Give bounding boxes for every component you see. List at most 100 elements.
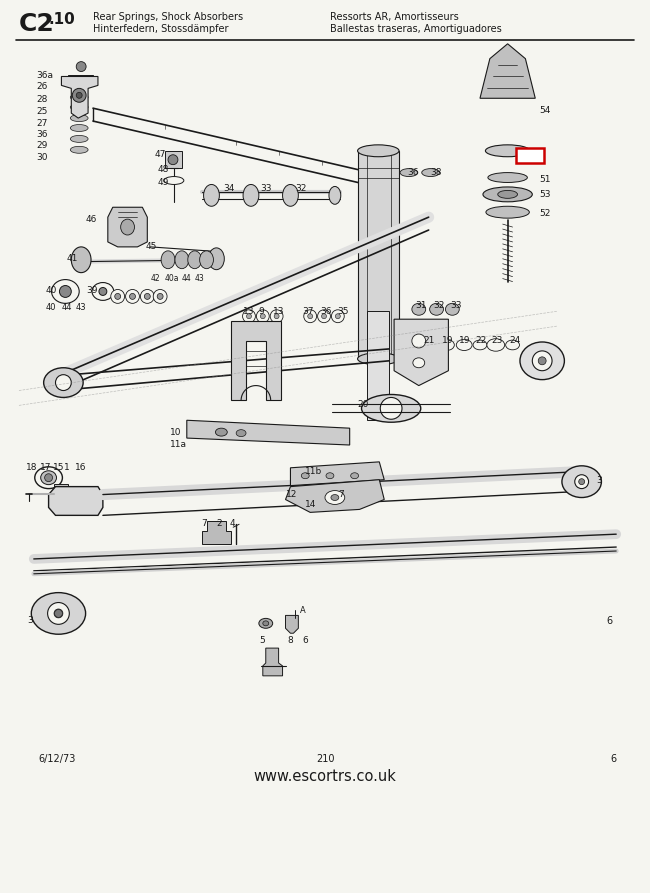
- Polygon shape: [53, 484, 68, 495]
- Ellipse shape: [70, 136, 88, 142]
- Ellipse shape: [326, 472, 334, 479]
- Ellipse shape: [242, 310, 255, 322]
- Ellipse shape: [188, 251, 202, 269]
- Ellipse shape: [51, 280, 79, 304]
- Text: 16: 16: [75, 463, 86, 472]
- Ellipse shape: [256, 310, 269, 322]
- Ellipse shape: [283, 185, 298, 206]
- Text: A: A: [300, 605, 306, 614]
- Text: 6: 6: [606, 616, 612, 626]
- Ellipse shape: [350, 472, 359, 479]
- Polygon shape: [49, 487, 103, 515]
- Polygon shape: [108, 207, 148, 246]
- Ellipse shape: [473, 340, 487, 350]
- Text: 6: 6: [302, 636, 308, 646]
- Text: 15: 15: [53, 463, 64, 472]
- Text: 19: 19: [441, 336, 453, 345]
- Text: 23: 23: [492, 336, 503, 345]
- Text: 6: 6: [610, 754, 616, 764]
- Text: 37: 37: [302, 307, 314, 316]
- Text: 34: 34: [224, 185, 235, 194]
- Ellipse shape: [157, 294, 163, 299]
- Ellipse shape: [70, 104, 88, 111]
- Ellipse shape: [54, 609, 63, 618]
- Text: 11b: 11b: [306, 467, 322, 476]
- Ellipse shape: [115, 294, 121, 299]
- Polygon shape: [263, 648, 283, 676]
- Ellipse shape: [72, 88, 86, 102]
- Text: 36a: 36a: [37, 71, 54, 79]
- Ellipse shape: [439, 339, 454, 351]
- Ellipse shape: [380, 397, 402, 419]
- Ellipse shape: [243, 185, 259, 206]
- Ellipse shape: [422, 169, 439, 177]
- Text: 36: 36: [407, 168, 419, 177]
- Text: 13: 13: [243, 307, 255, 316]
- Ellipse shape: [486, 206, 529, 218]
- Text: 31: 31: [415, 301, 426, 311]
- Text: 47: 47: [154, 150, 166, 159]
- Ellipse shape: [72, 246, 91, 272]
- Polygon shape: [285, 480, 384, 513]
- Text: 38: 38: [431, 168, 442, 177]
- Text: 36: 36: [37, 130, 48, 139]
- Ellipse shape: [532, 351, 552, 371]
- Ellipse shape: [322, 313, 326, 319]
- Ellipse shape: [121, 219, 135, 235]
- Polygon shape: [231, 321, 281, 400]
- Text: 28: 28: [37, 96, 48, 104]
- Ellipse shape: [329, 187, 341, 204]
- Text: 46: 46: [85, 215, 96, 224]
- Text: 26: 26: [37, 82, 48, 91]
- Ellipse shape: [358, 353, 399, 364]
- Bar: [358, 151, 399, 359]
- Text: 44: 44: [182, 273, 192, 282]
- Text: 44: 44: [61, 304, 72, 313]
- Ellipse shape: [486, 145, 530, 157]
- Text: 5: 5: [259, 636, 265, 646]
- Ellipse shape: [302, 472, 309, 479]
- Text: 21: 21: [424, 336, 435, 345]
- Ellipse shape: [430, 304, 443, 315]
- Polygon shape: [285, 615, 298, 633]
- Text: 8: 8: [287, 636, 293, 646]
- Ellipse shape: [483, 187, 532, 202]
- Ellipse shape: [332, 310, 344, 322]
- Ellipse shape: [259, 618, 273, 629]
- Ellipse shape: [304, 310, 317, 322]
- Ellipse shape: [31, 593, 86, 634]
- Text: C2: C2: [19, 13, 55, 36]
- Ellipse shape: [44, 368, 83, 397]
- Ellipse shape: [331, 495, 339, 500]
- Text: .10: .10: [49, 13, 75, 27]
- Text: 51: 51: [540, 174, 551, 184]
- Text: 11a: 11a: [170, 440, 187, 449]
- Ellipse shape: [215, 428, 227, 436]
- Text: 10: 10: [170, 428, 181, 438]
- Ellipse shape: [307, 313, 313, 319]
- Ellipse shape: [59, 286, 72, 297]
- Text: 7: 7: [202, 520, 207, 529]
- Ellipse shape: [578, 479, 584, 485]
- Ellipse shape: [92, 282, 114, 300]
- Ellipse shape: [164, 177, 184, 185]
- Text: 13: 13: [273, 307, 284, 316]
- Text: 32: 32: [434, 301, 445, 311]
- Ellipse shape: [168, 154, 178, 164]
- Text: 52: 52: [540, 209, 551, 218]
- Text: 32: 32: [295, 185, 307, 194]
- Ellipse shape: [125, 289, 139, 304]
- Ellipse shape: [70, 94, 88, 101]
- Text: 53: 53: [540, 190, 551, 199]
- Ellipse shape: [274, 313, 279, 319]
- Text: 22: 22: [475, 336, 486, 345]
- Text: 39: 39: [86, 286, 97, 295]
- Ellipse shape: [140, 289, 154, 304]
- Ellipse shape: [236, 430, 246, 437]
- Ellipse shape: [261, 313, 265, 319]
- Ellipse shape: [55, 609, 62, 617]
- Text: 42: 42: [150, 273, 160, 282]
- Text: 54: 54: [540, 106, 551, 115]
- Text: 6/12/73: 6/12/73: [39, 754, 76, 764]
- Text: 12: 12: [285, 489, 297, 498]
